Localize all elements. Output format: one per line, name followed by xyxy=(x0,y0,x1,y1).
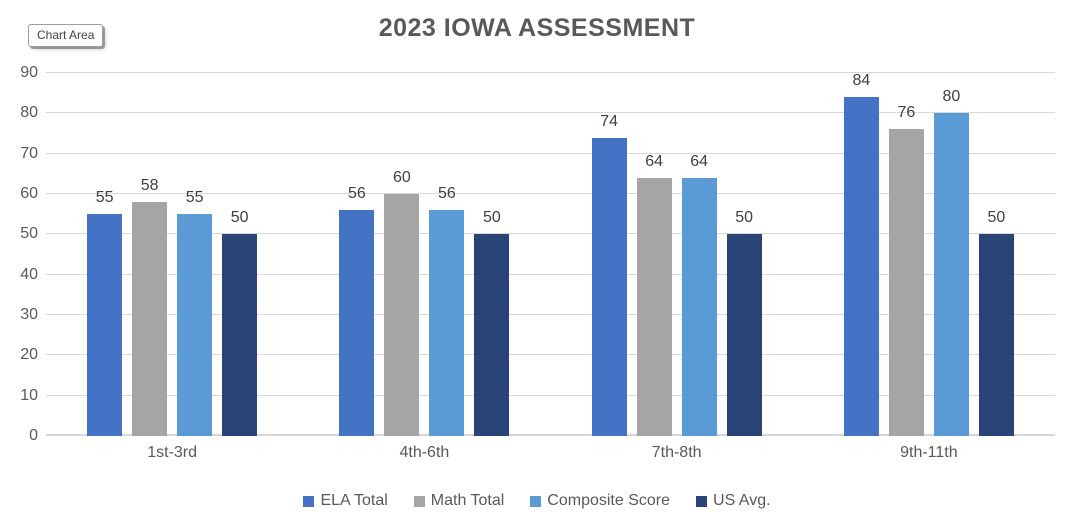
x-category-label-7th-8th: 7th-8th xyxy=(651,444,702,461)
y-tick-label-40: 40 xyxy=(20,265,38,283)
data-label: 64 xyxy=(690,152,709,170)
y-tick-label-80: 80 xyxy=(20,104,38,122)
data-label: 50 xyxy=(482,209,501,227)
gridline-y70 xyxy=(46,152,1055,154)
gridline-y50 xyxy=(46,233,1055,235)
legend-item-math-total[interactable]: Math Total xyxy=(413,492,505,510)
x-category-label-1st-3rd: 1st-3rd xyxy=(147,444,198,461)
y-tick-label-10: 10 xyxy=(20,386,38,404)
data-label: 80 xyxy=(942,88,961,106)
data-label: 74 xyxy=(600,112,619,130)
data-label: 56 xyxy=(437,185,456,203)
y-tick-label-20: 20 xyxy=(20,346,38,364)
gridline-y10 xyxy=(46,394,1055,396)
data-label: 64 xyxy=(645,152,664,170)
legend-item-us-avg-[interactable]: US Avg. xyxy=(696,492,771,510)
tooltip-label: Chart Area xyxy=(37,28,95,42)
bar-ela-total-4th-6th[interactable]: 56 xyxy=(339,185,375,436)
y-tick-label-70: 70 xyxy=(20,144,38,162)
bar-us-avg--7th-8th[interactable]: 50 xyxy=(726,209,762,436)
bar-us-avg--1st-3rd[interactable]: 50 xyxy=(222,209,258,436)
y-tick-label-30: 30 xyxy=(20,306,38,323)
legend-label: US Avg. xyxy=(713,492,771,509)
data-label: 55 xyxy=(95,189,114,207)
legend-label: Math Total xyxy=(430,492,505,509)
data-label: 55 xyxy=(185,189,204,207)
bar-group-4th-6th: 56 60 56 50 xyxy=(298,73,550,436)
y-tick-label-0: 0 xyxy=(29,427,38,444)
data-label: 50 xyxy=(230,209,249,227)
gridline-y60 xyxy=(46,193,1055,194)
gridline-y20 xyxy=(46,354,1055,356)
plot-area: 55 58 55 50 56 60 56 50 74 64 64 50 84 76 80 50 xyxy=(46,72,1055,436)
bar-us-avg--4th-6th[interactable]: 50 xyxy=(474,209,510,436)
data-label: 50 xyxy=(987,209,1006,227)
legend-swatch-icon xyxy=(530,495,542,507)
y-tick-label-90: 90 xyxy=(20,64,38,81)
data-label: 60 xyxy=(392,169,411,186)
bar-composite-score-4th-6th[interactable]: 56 xyxy=(429,185,465,436)
chart-title[interactable]: 2023 IOWA ASSESSMENT xyxy=(378,14,696,42)
y-tick-label-50: 50 xyxy=(20,225,38,243)
bar-ela-total-9th-11th[interactable]: 84 xyxy=(843,72,879,436)
bar-ela-total-1st-3rd[interactable]: 55 xyxy=(87,189,123,436)
legend-swatch-icon xyxy=(413,495,425,507)
bar-group-7th-8th: 74 64 64 50 xyxy=(551,73,803,436)
legend-swatch-icon xyxy=(696,495,708,507)
bar-group-9th-11th: 84 76 80 50 xyxy=(803,72,1055,436)
data-label: 58 xyxy=(140,177,159,195)
x-category-label-4th-6th: 4th-6th xyxy=(399,444,450,461)
x-axis: 1st-3rd 4th-6th 7th-8th 9th-11th xyxy=(46,444,1055,462)
gridline-y0 xyxy=(46,434,1055,436)
bar-math-total-1st-3rd[interactable]: 58 xyxy=(132,177,168,436)
legend-label: Composite Score xyxy=(547,492,671,509)
gridline-y40 xyxy=(46,273,1055,275)
bar-math-total-7th-8th[interactable]: 64 xyxy=(636,153,672,436)
bar-math-total-9th-11th[interactable]: 76 xyxy=(888,104,924,436)
bar-group-1st-3rd: 55 58 55 50 xyxy=(46,73,298,436)
bar-ela-total-7th-8th[interactable]: 74 xyxy=(591,113,627,436)
legend-swatch-icon xyxy=(303,495,315,507)
y-axis: 0 10 20 30 40 50 60 70 80 90 xyxy=(0,64,38,444)
bar-math-total-4th-6th[interactable]: 60 xyxy=(384,169,420,436)
bar-composite-score-9th-11th[interactable]: 80 xyxy=(933,88,969,436)
x-category-label-9th-11th: 9th-11th xyxy=(900,444,958,461)
bar-composite-score-7th-8th[interactable]: 64 xyxy=(681,153,717,436)
gridline-y80 xyxy=(46,112,1055,114)
gridline-y30 xyxy=(46,314,1055,315)
data-label: 84 xyxy=(852,72,871,90)
bar-composite-score-1st-3rd[interactable]: 55 xyxy=(177,189,213,436)
legend-label: ELA Total xyxy=(320,492,388,509)
bar-us-avg--9th-11th[interactable]: 50 xyxy=(978,209,1014,436)
data-label: 56 xyxy=(347,185,366,203)
legend: ELA Total Math Total Composite Score US Avg… xyxy=(0,492,1074,510)
y-tick-label-60: 60 xyxy=(20,185,38,202)
data-label: 76 xyxy=(897,104,916,122)
legend-item-composite-score[interactable]: Composite Score xyxy=(530,492,670,510)
chart-area-tooltip: Chart Area xyxy=(28,24,104,47)
gridline-y90 xyxy=(46,72,1055,73)
data-label: 50 xyxy=(735,209,754,227)
legend-item-ela-total[interactable]: ELA Total xyxy=(303,492,388,510)
